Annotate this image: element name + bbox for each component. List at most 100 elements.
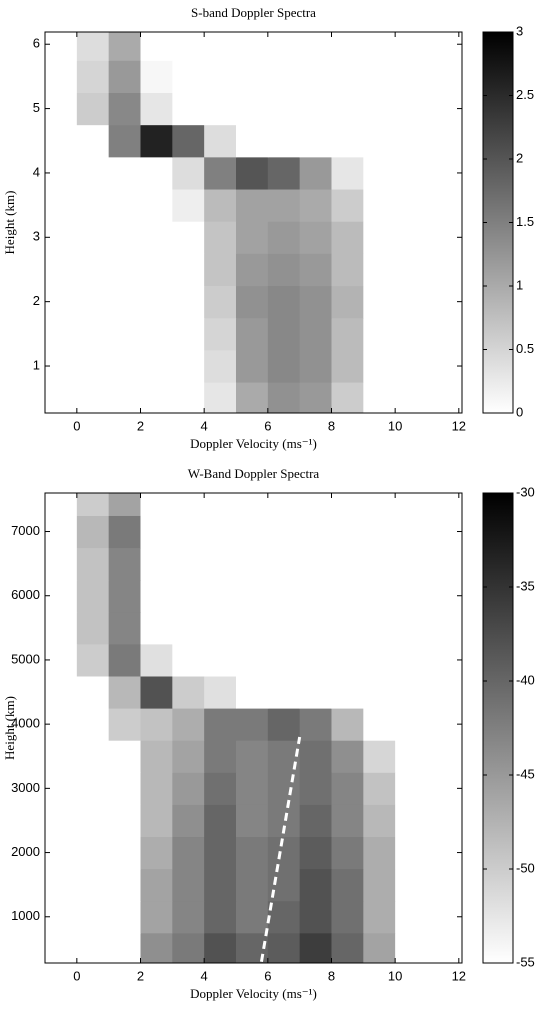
heatmap-cell xyxy=(45,156,78,190)
heatmap-cell xyxy=(108,772,141,805)
heatmap-cell xyxy=(204,253,237,287)
heatmap-cell xyxy=(172,317,205,351)
heatmap-cell xyxy=(235,189,269,222)
heatmap-cell xyxy=(108,836,141,870)
heatmap-cell xyxy=(363,285,396,319)
heatmap-cell xyxy=(235,772,269,805)
heatmap-cell xyxy=(299,189,332,222)
heatmap-cell xyxy=(108,285,141,319)
heatmap-cell xyxy=(172,675,205,709)
plot-frame xyxy=(44,31,463,414)
heatmap-cell xyxy=(267,92,301,126)
heatmap-cell xyxy=(235,221,269,254)
y-tick-label: 7000 xyxy=(11,523,40,538)
heatmap-cell xyxy=(204,382,237,413)
heatmap-cell xyxy=(172,547,205,581)
heatmap-cell xyxy=(172,60,205,93)
heatmap-cell xyxy=(76,515,110,549)
heatmap-cell xyxy=(395,643,428,677)
heatmap-cell xyxy=(267,932,301,963)
heatmap-cell xyxy=(426,317,460,351)
heatmap-cell xyxy=(140,579,173,613)
heatmap-cell xyxy=(235,92,269,126)
heatmap-cell xyxy=(235,60,269,93)
heatmap-cell xyxy=(172,124,205,158)
heatmap-cell xyxy=(108,515,141,549)
heatmap-cell xyxy=(108,740,141,773)
heatmap-cell xyxy=(395,189,428,222)
heatmap-cell xyxy=(331,932,364,963)
heatmap-cell xyxy=(140,349,173,383)
heatmap-cell xyxy=(204,932,237,963)
heatmap-cell xyxy=(45,317,78,351)
heatmap-cell xyxy=(204,579,237,613)
heatmap-cell xyxy=(363,60,396,93)
colorbar-tick-label: 1 xyxy=(516,277,523,292)
heatmap-cell xyxy=(108,675,141,709)
heatmap-cell xyxy=(108,804,141,838)
heatmap-cell xyxy=(140,932,173,963)
heatmap-cell xyxy=(267,643,301,677)
heatmap-cell xyxy=(45,547,78,581)
heatmap-cell xyxy=(172,382,205,413)
heatmap-cell xyxy=(331,32,364,61)
heatmap-cell xyxy=(363,349,396,383)
heatmap-cell xyxy=(45,740,78,773)
heatmap-cell xyxy=(76,253,110,287)
heatmap-cell xyxy=(426,349,460,383)
heatmap-cell xyxy=(331,804,364,838)
heatmap-cell xyxy=(76,382,110,413)
heatmap-cell xyxy=(395,804,428,838)
heatmap-cell xyxy=(426,547,460,581)
heatmap-cell xyxy=(235,932,269,963)
heatmap-cell xyxy=(45,772,78,805)
heatmap-cell xyxy=(76,836,110,870)
heatmap-cell xyxy=(267,611,301,645)
heatmap-cell xyxy=(204,124,237,158)
heatmap-cell xyxy=(299,643,332,677)
chart-title: S-band Doppler Spectra xyxy=(191,5,316,20)
heatmap-cell xyxy=(363,156,396,190)
heatmap-cell xyxy=(140,221,173,254)
chart-title: W-Band Doppler Spectra xyxy=(188,466,320,481)
heatmap-cell xyxy=(299,92,332,126)
heatmap-cell xyxy=(426,900,460,934)
heatmap-cell xyxy=(299,515,332,549)
heatmap-cell xyxy=(235,547,269,581)
heatmap-cell xyxy=(45,836,78,870)
heatmap-cell xyxy=(395,317,428,351)
heatmap-cell xyxy=(140,317,173,351)
heatmap-cell xyxy=(331,868,364,902)
heatmap-cell xyxy=(108,221,141,254)
heatmap-cell xyxy=(76,60,110,93)
heatmap-cell xyxy=(267,675,301,709)
heatmap-cell xyxy=(45,708,78,741)
heatmap-cell xyxy=(172,221,205,254)
heatmap-cell xyxy=(235,317,269,351)
heatmap-cell xyxy=(299,349,332,383)
heatmap-cell xyxy=(45,124,78,158)
heatmap-cell xyxy=(267,515,301,549)
heatmap-cell xyxy=(76,643,110,677)
colorbar xyxy=(482,492,514,964)
heatmap-cell xyxy=(108,124,141,158)
heatmap-cell xyxy=(299,285,332,319)
heatmap-cell xyxy=(363,515,396,549)
heatmap-cell xyxy=(331,900,364,934)
heatmap-cell xyxy=(204,547,237,581)
heatmap-cell xyxy=(235,579,269,613)
heatmap-cell xyxy=(299,740,332,773)
heatmap-cell xyxy=(140,708,173,741)
heatmap-cell xyxy=(331,156,364,190)
heatmap-cell xyxy=(299,708,332,741)
colorbar-tick-label: 2.5 xyxy=(516,87,534,102)
colorbar-tick-label: 0.5 xyxy=(516,341,534,356)
colorbar-tick-label: 3 xyxy=(516,23,523,38)
heatmap-cell xyxy=(76,32,110,61)
heatmap-cell xyxy=(395,493,428,516)
heatmap-cell xyxy=(172,349,205,383)
heatmap-cell xyxy=(426,708,460,741)
y-tick-label: 4 xyxy=(33,164,40,179)
heatmap-cell xyxy=(235,493,269,516)
heatmap-cell xyxy=(108,189,141,222)
